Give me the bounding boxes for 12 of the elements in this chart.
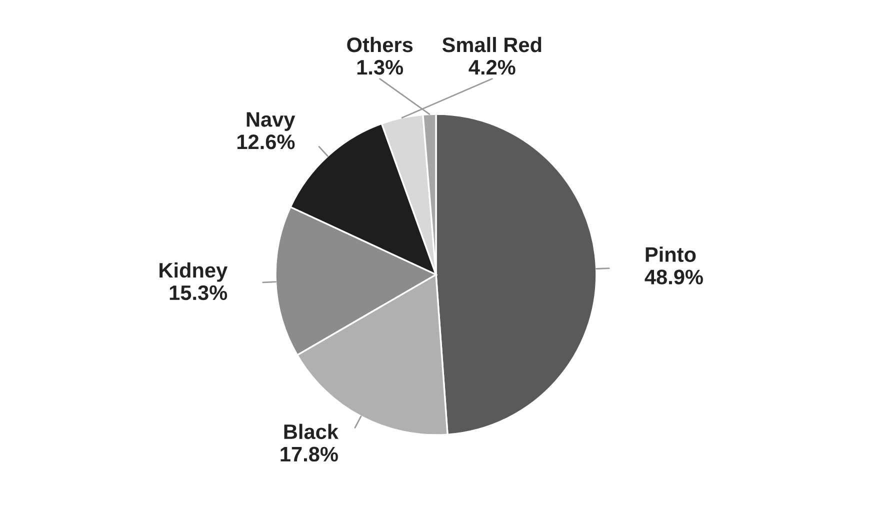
slice-label: Kidney [160, 262, 228, 282]
slice-label: Others [347, 36, 413, 52]
data-label: 15.3% [170, 285, 228, 300]
data-label: 4.2% [468, 60, 516, 75]
data-label: 48.9% [644, 270, 703, 284]
data-label: 12.6% [237, 134, 295, 150]
data-label: 1.3% [357, 60, 404, 75]
data-label: 17.8% [280, 446, 338, 462]
slice-label: Black [284, 424, 339, 440]
slice-label: Pinto [646, 246, 696, 262]
slice-label: Small Red [442, 36, 542, 52]
slice-label: Navy [246, 112, 296, 131]
